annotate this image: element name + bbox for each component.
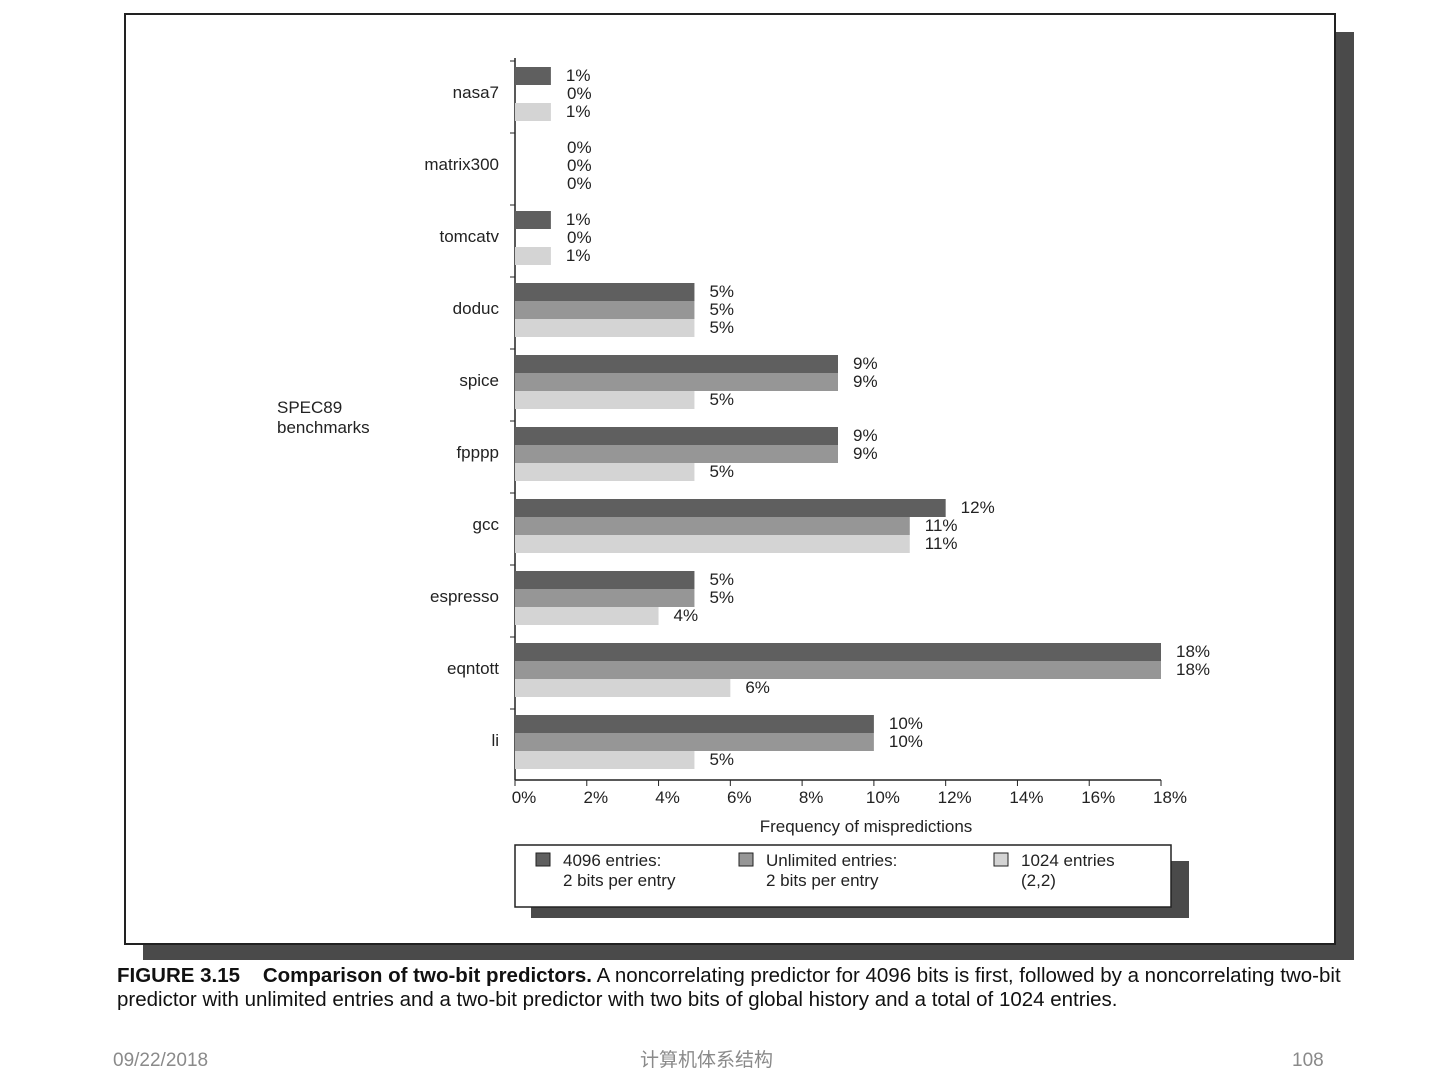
legend-swatch: [738, 852, 754, 867]
data-label: 0%: [567, 156, 592, 175]
data-label: 10%: [889, 732, 923, 751]
data-label: 5%: [709, 282, 734, 301]
data-label: 0%: [567, 84, 592, 103]
bar-gcc-series-0: [515, 499, 946, 517]
data-label: 0%: [567, 228, 592, 247]
x-tick-label: 16%: [1081, 788, 1115, 807]
caption-text: A noncorrelating predictor for 4096 bits…: [117, 964, 1341, 1011]
bar-fpppp-series-2: [515, 463, 695, 481]
data-label: 5%: [709, 462, 734, 481]
bar-espresso-series-1: [515, 589, 695, 607]
footer-page-number: 108: [1292, 1050, 1324, 1071]
x-tick-label: 10%: [866, 788, 900, 807]
category-label: tomcatv: [439, 227, 499, 246]
data-label: 9%: [853, 426, 878, 445]
legend-label-line1: 1024 entries: [1021, 851, 1115, 870]
x-tick-label: 4%: [655, 788, 680, 807]
data-label: 5%: [709, 750, 734, 769]
bar-doduc-series-2: [515, 319, 695, 337]
bar-spice-series-2: [515, 391, 695, 409]
x-tick-label: 12%: [938, 788, 972, 807]
category-label: espresso: [430, 587, 499, 606]
footer-date: 09/22/2018: [113, 1050, 209, 1071]
data-label: 1%: [566, 102, 591, 121]
legend-swatch: [535, 852, 551, 867]
category-label: doduc: [453, 299, 500, 318]
legend-label-line1: Unlimited entries:: [766, 851, 897, 870]
x-tick-label: 6%: [727, 788, 752, 807]
x-tick-label: 18%: [1153, 788, 1187, 807]
bar-gcc-series-1: [515, 517, 910, 535]
y-axis-label-line1: SPEC89: [277, 398, 342, 417]
caption-label: FIGURE 3.15: [117, 964, 241, 987]
data-label: 4%: [674, 606, 699, 625]
data-label: 5%: [709, 390, 734, 409]
data-label: 1%: [566, 246, 591, 265]
bar-doduc-series-1: [515, 301, 695, 319]
data-label: 9%: [853, 372, 878, 391]
bar-spice-series-1: [515, 373, 838, 391]
data-label: 9%: [853, 354, 878, 373]
data-label: 5%: [709, 570, 734, 589]
bar-spice-series-0: [515, 355, 838, 373]
data-label: 10%: [889, 714, 923, 733]
bar-nasa7-series-2: [515, 103, 551, 121]
bar-eqntott-series-0: [515, 643, 1161, 661]
bar-espresso-series-2: [515, 607, 659, 625]
bar-espresso-series-0: [515, 571, 695, 589]
bar-eqntott-series-2: [515, 679, 731, 697]
legend-label-line1: 4096 entries:: [563, 851, 661, 870]
data-label: 12%: [961, 498, 995, 517]
category-label: eqntott: [447, 659, 499, 678]
data-label: 0%: [567, 138, 592, 157]
figure-frame: [124, 13, 1336, 945]
x-tick-label: 8%: [799, 788, 824, 807]
legend-label-line2: 2 bits per entry: [563, 871, 676, 890]
legend-label-line2: (2,2): [1021, 871, 1056, 890]
bar-li-series-2: [515, 751, 695, 769]
data-label: 5%: [709, 300, 734, 319]
data-label: 11%: [925, 534, 958, 553]
x-tick-label: 0%: [512, 788, 537, 807]
plot-area: 0% 2% 4% 6% 8% 10% 12% 14% 16% 18%nasa71%0%1%matr…: [424, 58, 1210, 807]
bar-nasa7-series-0: [515, 67, 551, 85]
data-label: 18%: [1176, 642, 1210, 661]
bar-li-series-1: [515, 733, 874, 751]
data-label: 1%: [566, 210, 591, 229]
bar-fpppp-series-1: [515, 445, 838, 463]
figure-caption: FIGURE 3.15 Comparison of two-bit predic…: [117, 964, 1362, 1012]
legend: [514, 844, 1172, 908]
legend-swatch: [993, 852, 1009, 867]
data-label: 18%: [1176, 660, 1210, 679]
x-tick-label: 2%: [583, 788, 608, 807]
bar-gcc-series-2: [515, 535, 910, 553]
x-axis-label: Frequency of mispredictions: [760, 817, 973, 836]
data-label: 5%: [709, 588, 734, 607]
data-label: 6%: [745, 678, 770, 697]
bar-fpppp-series-0: [515, 427, 838, 445]
category-label: fpppp: [456, 443, 499, 462]
category-label: nasa7: [453, 83, 499, 102]
bar-eqntott-series-1: [515, 661, 1161, 679]
y-axis-label-line2: benchmarks: [277, 418, 370, 437]
legend-label-line2: 2 bits per entry: [766, 871, 879, 890]
data-label: 9%: [853, 444, 878, 463]
data-label: 11%: [925, 516, 958, 535]
category-label: li: [491, 731, 499, 750]
bar-tomcatv-series-0: [515, 211, 551, 229]
bar-doduc-series-0: [515, 283, 695, 301]
bar-li-series-0: [515, 715, 874, 733]
category-label: gcc: [473, 515, 500, 534]
footer-course: 计算机体系结构: [640, 1050, 774, 1071]
category-label: spice: [459, 371, 499, 390]
x-tick-label: 14%: [1009, 788, 1043, 807]
data-label: 5%: [709, 318, 734, 337]
caption-title: Comparison of two-bit predictors.: [262, 964, 592, 987]
chart: 0% 2% 4% 6% 8% 10% 12% 14% 16% 18%nasa71%0%1%matr…: [124, 13, 1354, 960]
category-label: matrix300: [424, 155, 499, 174]
data-label: 0%: [567, 174, 592, 193]
data-label: 1%: [566, 66, 591, 85]
bar-tomcatv-series-2: [515, 247, 551, 265]
